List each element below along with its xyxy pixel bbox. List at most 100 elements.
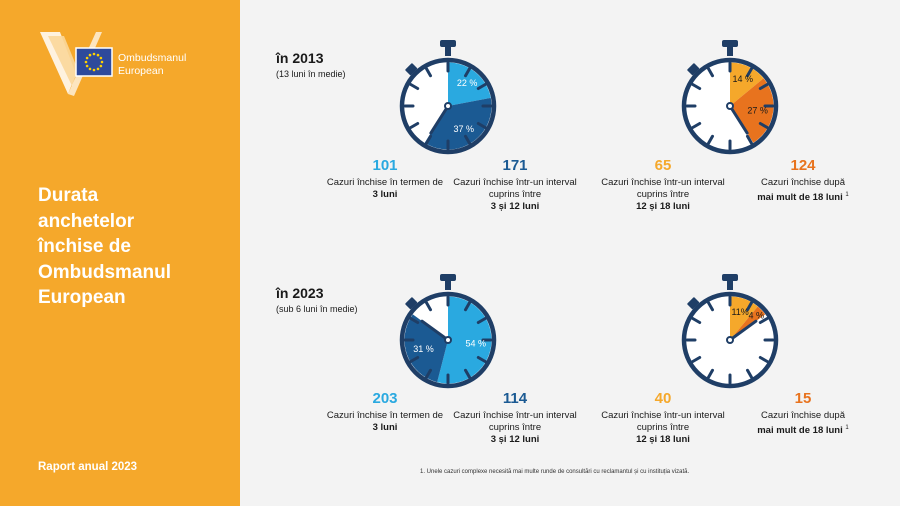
stopwatch-2013-a: 22 % 37 % [399, 40, 497, 155]
stem-icon [727, 280, 733, 290]
stat-caption: Cazuri închise într-un interval cuprins … [450, 177, 580, 213]
segment-label: 4 % [748, 310, 764, 320]
ombudsman-logo-icon [40, 32, 113, 96]
caption-bold: 3 și 12 luni [490, 434, 540, 445]
logo-line-2: European [118, 64, 164, 77]
hand-pivot [726, 102, 734, 110]
caption-text: Cazuri închise după [761, 177, 845, 188]
caption-bold-text: mai mult de 18 luni [757, 192, 843, 204]
watch-hand [728, 104, 749, 135]
segment-label: 14 % [733, 74, 754, 84]
percent-segment [730, 296, 758, 340]
footnote-ref: 1 [845, 425, 849, 431]
hand-pivot [726, 336, 734, 344]
crown-icon [722, 40, 738, 47]
tick-mark [409, 83, 420, 90]
segment-label: 27 % [747, 105, 768, 115]
caption-bold: 3 luni [372, 189, 398, 200]
stem-icon [445, 46, 451, 56]
side-button-icon [405, 297, 418, 310]
title-line: Durata [38, 185, 99, 206]
stat-caption: Cazuri închise într-un interval cuprins … [450, 410, 580, 446]
tick-mark [758, 317, 769, 324]
crown-icon [440, 40, 456, 47]
segment-label: 31 % [413, 344, 434, 354]
tick-mark [758, 83, 769, 90]
stat-caption: Cazuri închise după mai mult de 18 luni … [738, 177, 868, 204]
tick-mark [707, 368, 714, 379]
hand-pivot [444, 102, 452, 110]
caption-bold: 12 și 18 luni [636, 201, 690, 212]
caption-text: Cazuri închise în termen de [326, 410, 444, 421]
stat-number: 203 [372, 390, 398, 407]
footnote: 1. Unele cazuri complexe necesită mai mu… [420, 469, 690, 475]
tick-mark [476, 317, 487, 324]
stat-caption: Cazuri închise în termen de 3 luni [320, 410, 450, 434]
tick-mark [691, 356, 702, 363]
footnote-ref: 1 [845, 192, 849, 198]
tick-mark [464, 301, 471, 312]
tick-mark [691, 317, 702, 324]
tick-mark [464, 368, 471, 379]
tick-mark [707, 67, 714, 78]
stat-number: 114 [502, 390, 528, 407]
caption-bold: 12 și 18 luni [636, 434, 690, 445]
percent-segment [404, 314, 448, 383]
caption-bold: mai mult de 18 luni 1 [738, 422, 868, 437]
sidebar: Ombudsmanul European Durata anchetelor î… [0, 0, 240, 506]
tick-mark [691, 122, 702, 129]
hand-pivot [444, 336, 452, 344]
tick-mark [425, 301, 432, 312]
percent-segment [730, 306, 766, 340]
stat-number: 124 [790, 157, 816, 174]
tick-mark [476, 122, 487, 129]
side-button-icon [687, 297, 700, 310]
tick-mark [758, 356, 769, 363]
title-line: Ombudsmanul [38, 261, 172, 283]
side-button-icon [687, 63, 700, 76]
caption-text: Cazuri închise într-un interval cuprins … [601, 410, 725, 433]
stat-caption: Cazuri închise în termen de 3 luni [320, 177, 450, 201]
caption-text: Cazuri închise după [761, 410, 845, 421]
title-line: European [38, 287, 126, 308]
stopwatch-2023-b: 11% 4 % [681, 274, 779, 389]
crown-icon [722, 274, 738, 281]
tick-mark [464, 134, 471, 145]
tick-mark [425, 134, 432, 145]
tick-mark [707, 134, 714, 145]
watch-hand [429, 104, 450, 135]
caption-bold: 3 și 12 luni [490, 201, 540, 212]
tick-mark [425, 67, 432, 78]
year-heading-2023: în 2023 [276, 285, 324, 301]
tick-mark [746, 301, 753, 312]
tick-mark [746, 134, 753, 145]
tick-mark [409, 317, 420, 324]
year-heading-2013: în 2013 [276, 50, 324, 66]
tick-mark [746, 368, 753, 379]
segment-label: 11% [731, 307, 748, 317]
side-button-icon [405, 63, 418, 76]
tick-mark [758, 122, 769, 129]
stopwatch-2013-b: 14 % 27 % [681, 40, 779, 155]
stat-number: 40 [654, 390, 672, 407]
title-line: închise de [38, 236, 131, 257]
caption-text: Cazuri închise într-un interval cuprins … [453, 410, 577, 433]
percent-segment [437, 296, 492, 384]
stat-caption: Cazuri închise într-un interval cuprins … [598, 177, 728, 213]
caption-bold: mai mult de 18 luni 1 [738, 189, 868, 204]
stat-number: 171 [502, 157, 528, 174]
tick-mark [746, 67, 753, 78]
report-label: Raport anual 2023 [38, 461, 138, 473]
tick-mark [476, 356, 487, 363]
page-title: Durata anchetelor închise de Ombudsmanul… [38, 183, 171, 311]
stopwatch-2023-a: 54 % 31 % [399, 274, 497, 389]
tick-mark [409, 122, 420, 129]
caption-bold: 3 luni [372, 422, 398, 433]
year-subheading-2013: (13 luni în medie) [276, 69, 346, 79]
stat-number: 101 [372, 157, 398, 174]
percent-segment [424, 97, 492, 150]
stem-icon [445, 280, 451, 290]
caption-text: Cazuri închise într-un interval cuprins … [601, 177, 725, 200]
stat-number: 65 [654, 157, 672, 174]
